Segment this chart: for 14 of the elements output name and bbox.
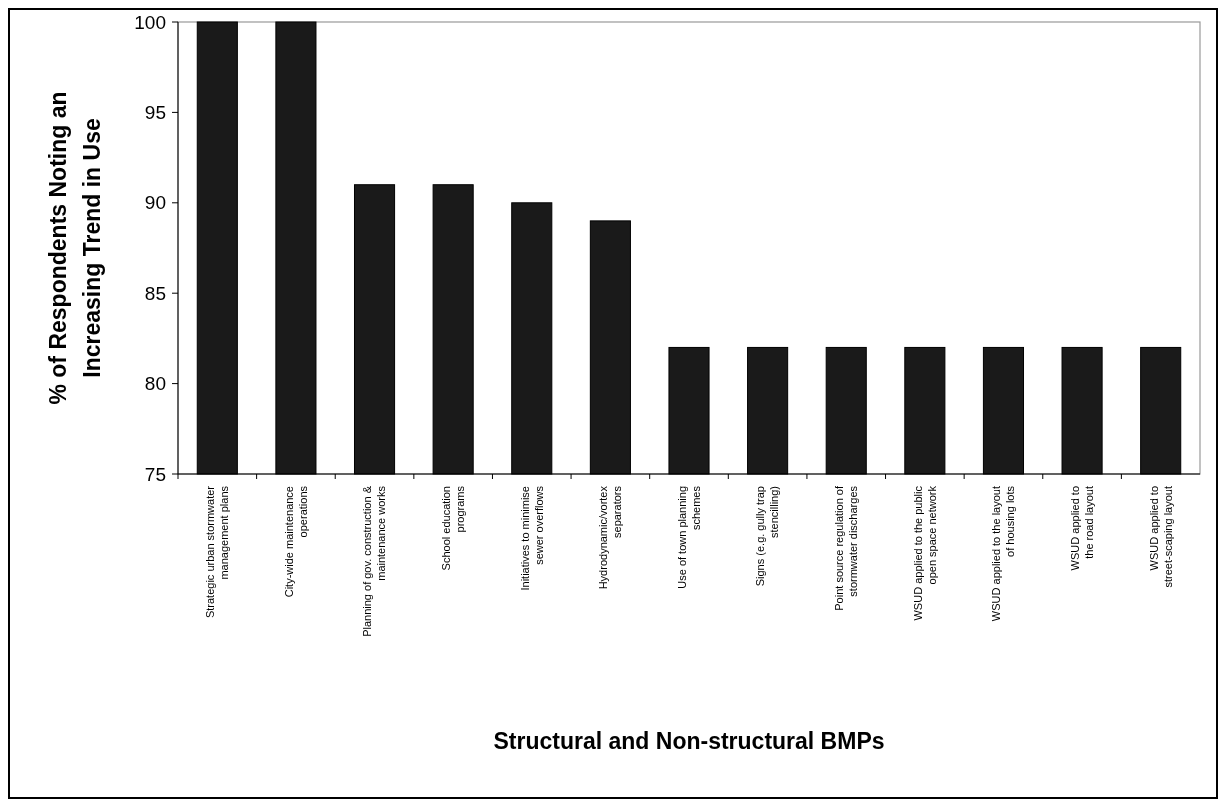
y-tick-label: 100 bbox=[134, 11, 166, 33]
y-tick-label: 85 bbox=[144, 282, 166, 304]
y-tick-label: 95 bbox=[144, 102, 166, 124]
x-tick-label: Use of town planning schemes bbox=[675, 485, 702, 589]
y-tick-label: 90 bbox=[144, 192, 166, 214]
x-tick-label: School education programs bbox=[440, 485, 466, 571]
y-tick-label: 80 bbox=[144, 373, 166, 395]
x-tick-label: Signs (e.g. gully trap stencilling) bbox=[754, 486, 781, 587]
y-axis-title: % of Respondents Noting an Increasing Trend in Use bbox=[45, 91, 105, 405]
y-tick-label: 75 bbox=[144, 463, 166, 485]
x-tick-label: Hydrodynamic/vortex separators bbox=[597, 485, 624, 590]
x-axis-title: Structural and Non-structural BMPs bbox=[493, 728, 885, 754]
x-tick-label: Strategic urban stormwater management plans bbox=[204, 485, 231, 619]
x-tick-label: City-wide maintenance operations bbox=[282, 485, 309, 598]
